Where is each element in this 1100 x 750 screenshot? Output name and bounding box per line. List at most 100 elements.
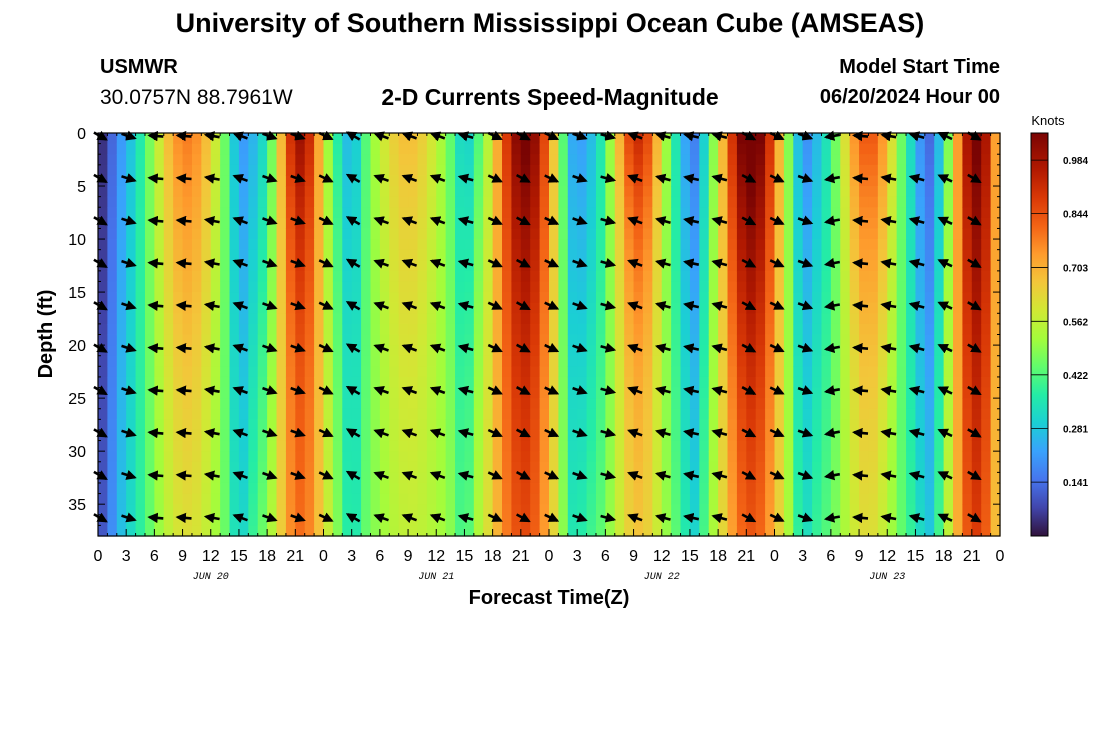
heat-cell [370,281,381,293]
heat-cell [793,451,804,463]
heat-cell [267,207,278,219]
heat-cell [473,196,484,208]
current-arrow [487,215,503,226]
heat-cell [840,323,851,336]
heat-cell [915,186,926,198]
heat-cell [483,164,494,177]
heat-cell [727,419,738,431]
heat-cell [455,164,466,177]
current-arrow [290,257,306,268]
heat-cell [483,429,494,442]
heat-cell [398,334,409,346]
heat-cell [962,366,973,378]
current-arrow [262,512,278,523]
heat-cell [135,482,146,495]
heat-cell [727,525,738,537]
heat-cell [408,270,419,283]
heat-cell [718,207,729,219]
heat-cell [689,239,700,251]
heat-cell [182,408,193,420]
heat-cell [708,525,719,537]
heat-cell [398,504,409,516]
heat-cell [661,302,672,314]
heat-cell [257,429,268,442]
heat-cell [830,143,841,155]
heat-cell [144,186,155,198]
heat-cell [642,302,653,314]
heat-cell [229,525,240,537]
heat-cell [887,366,898,378]
current-arrow [175,512,192,524]
heat-cell [173,313,184,325]
heat-cell [830,249,841,261]
heat-cell [295,239,306,251]
current-arrow [572,257,588,268]
heat-cell [361,440,372,452]
heat-cell [483,419,494,431]
heat-cell [558,429,569,442]
heat-cell [502,196,513,208]
heat-cell [370,154,381,166]
heat-cell [511,239,522,251]
heat-cell [163,196,174,208]
heat-cell [530,504,541,516]
heat-cell [173,281,184,293]
heat-cell [323,366,334,378]
heat-cell [549,292,559,304]
heat-cell [107,461,118,473]
heat-cell [248,387,259,399]
heat-cell [126,196,137,208]
heat-cell [98,239,108,251]
heat-cell [398,323,409,336]
heat-cell [605,239,616,251]
heat-cell [379,292,390,304]
heat-cell [680,493,691,505]
heat-cell [502,175,513,187]
current-arrow [147,258,164,269]
heat-cell [361,482,372,495]
heat-cell [191,429,202,442]
heat-cell [868,196,879,208]
heat-cell [708,154,719,166]
heat-cell [924,281,935,293]
heat-cell [342,164,353,177]
heat-cell [567,493,578,505]
heat-cell [201,493,212,505]
heat-cell [182,228,193,240]
heat-cell [210,482,221,495]
heat-cell [605,398,616,410]
heat-cell [699,228,710,240]
heat-cell [671,292,682,304]
heat-cell [135,355,146,367]
heat-cell [144,493,155,505]
heat-cell [755,419,766,431]
heat-cell [483,355,494,367]
heat-cell [182,387,193,399]
heat-cell [539,525,550,537]
heat-cell [699,504,710,516]
heat-cell [285,461,296,473]
heat-cell [549,154,559,166]
heat-cell [408,376,419,389]
heat-cell [953,133,964,145]
y-tick-label: 35 [68,497,86,514]
heat-cell [182,323,193,336]
heat-cell [276,302,287,314]
current-arrow [232,428,248,439]
heat-cell [661,239,672,251]
heat-cell [915,472,926,484]
heat-cell [455,504,466,516]
heat-cell [680,143,691,155]
heat-cell [906,249,917,261]
heat-cell [915,376,926,389]
heat-cell [896,366,907,378]
heat-cell [708,334,719,346]
heat-cell [323,493,334,505]
heat-cell [455,270,466,283]
heat-cell [887,217,898,230]
heat-cell [530,376,541,389]
heat-cell [605,313,616,325]
heat-cell [642,482,653,495]
heat-cell [520,207,531,219]
heat-cell [830,239,841,251]
